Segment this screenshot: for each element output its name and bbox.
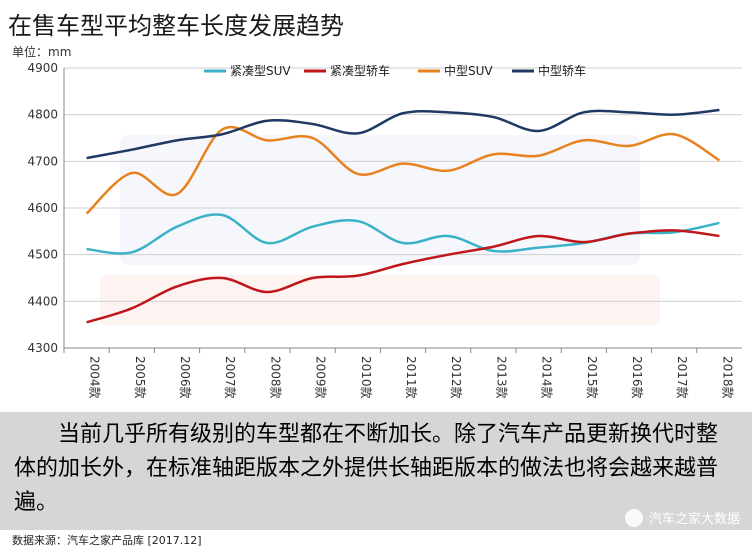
chart-svg: 单位：mm 4300 4400 4500 4600 4700 4800 4900 2004款… bbox=[12, 44, 742, 399]
x-tick-label: 2016款 bbox=[630, 356, 644, 399]
wechat-watermark: 汽车之家大数据 bbox=[624, 508, 740, 527]
y-tick-label: 4400 bbox=[27, 294, 58, 308]
series-line-2 bbox=[85, 126, 721, 215]
x-tick-label: 2004款 bbox=[88, 356, 102, 399]
x-tick-label: 2014款 bbox=[540, 356, 554, 399]
wechat-icon bbox=[624, 508, 643, 527]
x-tick-label: 2012款 bbox=[449, 356, 463, 399]
y-tick-label: 4800 bbox=[27, 108, 58, 122]
caption-text: 当前几乎所有级别的车型都在不断加长。除了汽车产品更新换代时整体的加长外，在标准轴… bbox=[14, 422, 719, 515]
gridlines bbox=[63, 67, 742, 349]
watermark-text: 汽车之家大数据 bbox=[648, 512, 740, 527]
page-title: 在售车型平均整车长度发展趋势 bbox=[8, 12, 344, 40]
y-tick-label: 4300 bbox=[27, 341, 58, 355]
watermark-url-block bbox=[100, 275, 660, 325]
x-tick-label: 2011款 bbox=[404, 356, 418, 399]
x-tick-label: 2018款 bbox=[720, 356, 734, 399]
x-tick-label: 2010款 bbox=[359, 356, 373, 399]
legend-label: 紧凑型轿车 bbox=[330, 63, 390, 78]
line-chart: 单位：mm 4300 4400 4500 4600 4700 4800 4900 2004款… bbox=[0, 40, 752, 410]
data-source: 数据来源：汽车之家产品库 [2017.12] bbox=[12, 534, 202, 547]
x-tick-label: 2006款 bbox=[178, 356, 192, 399]
x-tick-label: 2017款 bbox=[675, 356, 689, 399]
legend-label: 紧凑型SUV bbox=[230, 64, 291, 78]
y-tick-label: 4700 bbox=[27, 154, 58, 168]
x-tick-label: 2015款 bbox=[585, 356, 599, 399]
unit-label: 单位：mm bbox=[12, 44, 71, 59]
x-axis-ticks: 2004款 2005款 2006款 2007款 2008款 2009款 2010款 2011款… bbox=[63, 348, 734, 399]
y-tick-label: 4600 bbox=[27, 201, 58, 215]
y-tick-label: 4900 bbox=[27, 61, 58, 75]
x-tick-label: 2009款 bbox=[314, 356, 328, 399]
caption-box: 当前几乎所有级别的车型都在不断加长。除了汽车产品更新换代时整体的加长外，在标准轴… bbox=[0, 412, 752, 530]
legend-label: 中型轿车 bbox=[538, 63, 586, 78]
x-tick-label: 2013款 bbox=[494, 356, 508, 399]
legend-label: 中型SUV bbox=[444, 63, 493, 78]
y-axis-ticks: 4300 4400 4500 4600 4700 4800 4900 bbox=[27, 61, 58, 355]
x-tick-label: 2007款 bbox=[223, 356, 237, 399]
legend: 紧凑型SUV 紧凑型轿车 中型SUV 中型轿车 bbox=[204, 63, 586, 78]
x-tick-label: 2008款 bbox=[268, 356, 282, 399]
y-tick-label: 4500 bbox=[27, 248, 58, 262]
x-tick-label: 2005款 bbox=[133, 356, 147, 399]
series-lines bbox=[85, 108, 721, 324]
autohome-watermark bbox=[100, 135, 660, 325]
